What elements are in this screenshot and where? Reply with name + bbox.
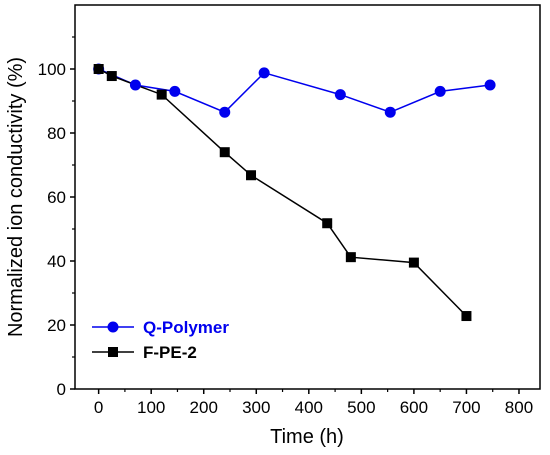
data-point: [219, 147, 230, 158]
data-point: [219, 106, 231, 118]
data-point: [322, 218, 333, 229]
legend-label-q-polymer: Q-Polymer: [143, 318, 229, 337]
legend-marker-q-polymer: [107, 321, 119, 333]
data-point: [334, 89, 346, 101]
x-tick-label: 300: [242, 398, 270, 417]
data-point: [106, 71, 117, 82]
data-point: [484, 79, 496, 91]
x-tick-label: 600: [400, 398, 428, 417]
data-point: [384, 106, 396, 118]
data-point: [93, 64, 104, 74]
x-tick-label: 700: [452, 398, 480, 417]
y-axis-title: Normalized ion conductivity (%): [5, 57, 27, 337]
data-point: [258, 67, 270, 79]
x-axis-title: Time (h): [270, 426, 344, 448]
series-line-1: [98, 68, 467, 317]
data-point: [408, 257, 419, 268]
x-tick-label: 200: [190, 398, 218, 417]
legend-marker-f-pe-2: [108, 347, 118, 357]
x-tick-label: 500: [347, 398, 375, 417]
y-tick-label: 20: [47, 316, 66, 335]
series-markers: [93, 63, 496, 322]
legend: Q-Polymer F-PE-2: [92, 318, 229, 362]
y-tick-label: 40: [47, 252, 66, 271]
data-point: [434, 85, 446, 97]
x-tick-label: 400: [295, 398, 323, 417]
x-tick-label: 100: [137, 398, 165, 417]
y-tick-label: 80: [47, 124, 66, 143]
data-point: [156, 89, 167, 100]
y-tick-label: 60: [47, 188, 66, 207]
data-point: [169, 85, 181, 97]
data-point: [246, 170, 257, 181]
y-tick-label: 0: [57, 380, 66, 399]
x-tick-label: 0: [94, 398, 103, 417]
axis-ticks: 0 100 200 300 400 500 600 700 800 0 20 40 60 80 100: [38, 36, 533, 417]
x-tick-label: 800: [505, 398, 533, 417]
data-point: [461, 311, 472, 322]
data-point: [129, 79, 141, 91]
y-tick-label: 100: [38, 60, 66, 79]
legend-label-f-pe-2: F-PE-2: [143, 343, 197, 362]
series-lines: [98, 68, 491, 317]
data-point: [345, 252, 356, 263]
